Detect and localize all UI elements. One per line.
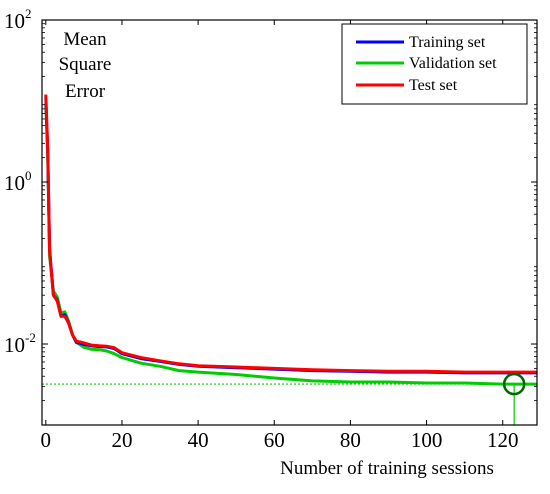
x-tick-label-60: 60 <box>264 428 285 452</box>
y-tick-exponent--2: -2 <box>25 330 36 345</box>
best-epoch-marker <box>42 372 537 425</box>
best-epoch-circle <box>502 372 526 396</box>
y-axis-label: Mean Square Error <box>59 29 112 102</box>
series-layer <box>44 94 537 386</box>
x-axis-label: Number of training sessions <box>280 458 494 479</box>
plot-frame <box>41 19 538 426</box>
y-tick-label-2: 102 <box>4 6 32 33</box>
legend-label-validation: Validation set <box>409 55 497 72</box>
legend-label-test: Test set <box>409 77 458 94</box>
series-line-training <box>44 97 537 375</box>
legend-label-training: Training set <box>409 34 486 51</box>
y-axis-label-line-3: Error <box>65 81 106 102</box>
series-line-test <box>44 94 537 374</box>
y-tick-exponent-2: 2 <box>25 6 32 21</box>
x-tick-label-40: 40 <box>188 428 209 452</box>
y-tick-label--2: 10-2 <box>4 330 36 357</box>
legend: Training set Validation set Test set <box>341 23 528 105</box>
y-axis-label-line-1: Mean <box>63 29 107 50</box>
x-tick-label-20: 20 <box>111 428 132 452</box>
y-tick-label-0: 100 <box>4 168 32 195</box>
series-line-validation <box>44 104 537 386</box>
y-tick-exponent-0: 0 <box>25 168 32 183</box>
x-tick-label-80: 80 <box>340 428 361 452</box>
y-axis-label-line-2: Square <box>59 54 112 75</box>
x-tick-label-120: 120 <box>487 428 519 452</box>
x-tick-label-0: 0 <box>41 428 52 452</box>
x-tick-label-100: 100 <box>411 428 443 452</box>
